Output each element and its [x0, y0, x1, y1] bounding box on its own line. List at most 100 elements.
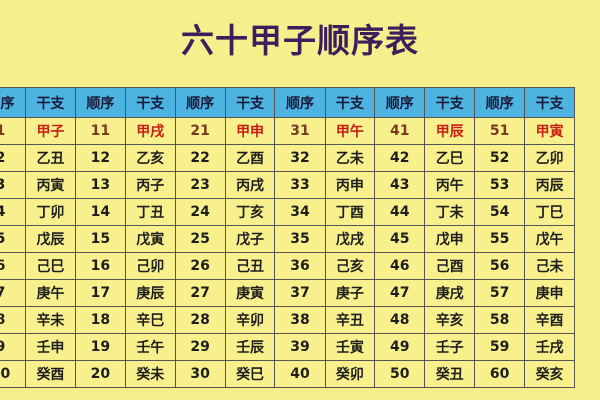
ganzhi-cell: 戊申 — [424, 225, 476, 253]
order-cell: 10 — [0, 360, 27, 388]
ganzhi-cell: 庚戌 — [424, 279, 476, 307]
ganzhi-cell: 庚申 — [524, 279, 575, 307]
ganzhi-cell: 甲申 — [224, 117, 276, 145]
ganzhi-cell: 壬辰 — [224, 333, 276, 361]
ganzhi-cell: 戊子 — [224, 225, 276, 253]
ganzhi-cell: 己亥 — [324, 252, 376, 280]
table-row: 4 丁卯 14 丁丑 24 丁亥 34 丁酉 44 丁未 54 丁巳 — [0, 198, 575, 226]
header-ganzhi: 干支 — [124, 87, 176, 118]
ganzhi-cell: 壬寅 — [324, 333, 376, 361]
header-ganzhi: 干支 — [424, 87, 476, 118]
order-cell: 31 — [274, 117, 326, 145]
ganzhi-cell: 辛未 — [25, 306, 76, 334]
order-cell: 24 — [174, 198, 226, 226]
ganzhi-cell: 戊辰 — [25, 225, 76, 253]
order-cell: 9 — [0, 333, 27, 361]
order-cell: 22 — [174, 144, 226, 172]
ganzhi-cell: 丙寅 — [25, 171, 76, 199]
order-cell: 55 — [474, 225, 526, 253]
ganzhi-cell: 丁未 — [424, 198, 476, 226]
ganzhi-cell: 庚子 — [324, 279, 376, 307]
order-cell: 37 — [274, 279, 326, 307]
order-cell: 54 — [474, 198, 526, 226]
order-cell: 12 — [74, 144, 126, 172]
header-order: 顺序 — [74, 87, 126, 118]
order-cell: 6 — [0, 252, 27, 280]
order-cell: 2 — [0, 144, 27, 172]
order-cell: 5 — [0, 225, 27, 253]
order-cell: 41 — [374, 117, 426, 145]
header-ganzhi: 干支 — [224, 87, 276, 118]
ganzhi-cell: 己未 — [524, 252, 575, 280]
order-cell: 35 — [274, 225, 326, 253]
order-cell: 34 — [274, 198, 326, 226]
order-cell: 28 — [174, 306, 226, 334]
order-cell: 8 — [0, 306, 27, 334]
header-order: 顺序 — [274, 87, 326, 118]
ganzhi-cell: 甲午 — [324, 117, 376, 145]
order-cell: 30 — [174, 360, 226, 388]
ganzhi-cell: 丁巳 — [524, 198, 575, 226]
ganzhi-cell: 辛酉 — [524, 306, 575, 334]
order-cell: 38 — [274, 306, 326, 334]
order-cell: 16 — [74, 252, 126, 280]
table-row: 1 甲子 11 甲戌 21 甲申 31 甲午 41 甲辰 51 甲寅 — [0, 117, 575, 145]
ganzhi-cell: 癸亥 — [524, 360, 575, 388]
order-cell: 44 — [374, 198, 426, 226]
ganzhi-cell: 甲辰 — [424, 117, 476, 145]
order-cell: 56 — [474, 252, 526, 280]
ganzhi-cell: 乙未 — [324, 144, 376, 172]
order-cell: 11 — [74, 117, 126, 145]
header-ganzhi: 干支 — [25, 87, 76, 118]
ganzhi-cell: 辛巳 — [124, 306, 176, 334]
order-cell: 48 — [374, 306, 426, 334]
ganzhi-cell: 辛卯 — [224, 306, 276, 334]
ganzhi-cell: 戊戌 — [324, 225, 376, 253]
ganzhi-cell: 庚寅 — [224, 279, 276, 307]
table-row: 5 戊辰 15 戊寅 25 戊子 35 戊戌 45 戊申 55 戊午 — [0, 225, 575, 253]
ganzhi-cell: 甲寅 — [524, 117, 575, 145]
ganzhi-cell: 丙申 — [324, 171, 376, 199]
header-order: 顺序 — [0, 87, 27, 118]
order-cell: 43 — [374, 171, 426, 199]
ganzhi-cell: 癸丑 — [424, 360, 476, 388]
ganzhi-cell: 丙辰 — [524, 171, 575, 199]
order-cell: 17 — [74, 279, 126, 307]
ganzhi-cell: 乙卯 — [524, 144, 575, 172]
order-cell: 27 — [174, 279, 226, 307]
ganzhi-cell: 乙亥 — [124, 144, 176, 172]
header-order: 顺序 — [374, 87, 426, 118]
order-cell: 23 — [174, 171, 226, 199]
order-cell: 14 — [74, 198, 126, 226]
order-cell: 15 — [74, 225, 126, 253]
order-cell: 46 — [374, 252, 426, 280]
ganzhi-cell: 癸酉 — [25, 360, 76, 388]
header-ganzhi: 干支 — [524, 87, 575, 118]
order-cell: 29 — [174, 333, 226, 361]
table-row: 7 庚午 17 庚辰 27 庚寅 37 庚子 47 庚戌 57 庚申 — [0, 279, 575, 307]
sexagenary-cycle-table: 顺序干支顺序干支顺序干支顺序干支顺序干支顺序干支 1甲子11甲戌21甲申31甲午… — [0, 87, 575, 388]
order-cell: 52 — [474, 144, 526, 172]
header-order: 顺序 — [174, 87, 226, 118]
order-cell: 51 — [474, 117, 526, 145]
ganzhi-cell: 戊寅 — [124, 225, 176, 253]
order-cell: 42 — [374, 144, 426, 172]
order-cell: 53 — [474, 171, 526, 199]
ganzhi-cell: 丁卯 — [25, 198, 76, 226]
ganzhi-cell: 癸卯 — [324, 360, 376, 388]
ganzhi-cell: 丙戌 — [224, 171, 276, 199]
table-row: 8 辛未 18 辛巳 28 辛卯 38 辛丑 48 辛亥 58 辛酉 — [0, 306, 575, 334]
table-row: 9 壬申 19 壬午 29 壬辰 39 壬寅 49 壬子 59 壬戌 — [0, 333, 575, 361]
order-cell: 57 — [474, 279, 526, 307]
ganzhi-cell: 丙午 — [424, 171, 476, 199]
ganzhi-cell: 甲子 — [25, 117, 76, 145]
order-cell: 40 — [274, 360, 326, 388]
order-cell: 49 — [374, 333, 426, 361]
order-cell: 36 — [274, 252, 326, 280]
ganzhi-cell: 己丑 — [224, 252, 276, 280]
ganzhi-cell: 丁丑 — [124, 198, 176, 226]
ganzhi-cell: 己酉 — [424, 252, 476, 280]
ganzhi-cell: 壬午 — [124, 333, 176, 361]
ganzhi-cell: 甲戌 — [124, 117, 176, 145]
order-cell: 1 — [0, 117, 27, 145]
